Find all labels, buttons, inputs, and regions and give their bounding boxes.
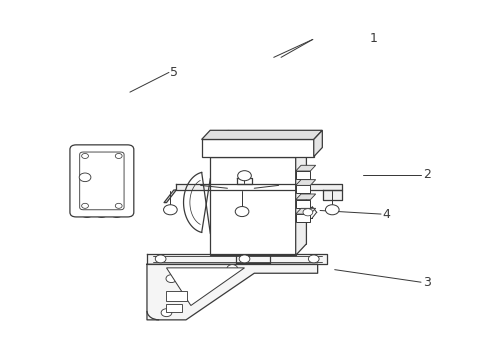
Bar xyxy=(210,157,295,255)
Circle shape xyxy=(222,131,234,140)
FancyBboxPatch shape xyxy=(80,152,124,210)
Polygon shape xyxy=(176,184,341,190)
Polygon shape xyxy=(237,178,251,184)
Circle shape xyxy=(268,144,275,149)
Circle shape xyxy=(161,309,171,317)
Circle shape xyxy=(210,145,217,150)
Circle shape xyxy=(81,153,88,158)
Text: 3: 3 xyxy=(423,276,430,289)
Text: 2: 2 xyxy=(423,168,430,181)
Polygon shape xyxy=(295,194,315,200)
Circle shape xyxy=(239,144,246,149)
Circle shape xyxy=(224,144,231,149)
Polygon shape xyxy=(147,264,317,320)
Circle shape xyxy=(155,255,165,263)
Polygon shape xyxy=(295,180,315,185)
Polygon shape xyxy=(295,165,315,171)
Circle shape xyxy=(308,255,319,263)
Polygon shape xyxy=(295,214,310,222)
Circle shape xyxy=(115,203,122,208)
Circle shape xyxy=(325,205,338,215)
Text: 4: 4 xyxy=(381,208,389,221)
Circle shape xyxy=(303,209,312,216)
Bar xyxy=(166,304,182,312)
Polygon shape xyxy=(166,268,244,306)
Polygon shape xyxy=(295,208,315,214)
Circle shape xyxy=(226,265,237,273)
Bar xyxy=(166,291,186,301)
Circle shape xyxy=(237,171,251,181)
Polygon shape xyxy=(210,145,306,157)
Polygon shape xyxy=(201,130,322,139)
Circle shape xyxy=(165,275,176,283)
Circle shape xyxy=(163,205,177,215)
Polygon shape xyxy=(295,200,310,208)
Circle shape xyxy=(115,153,122,158)
Text: 5: 5 xyxy=(169,66,178,79)
Polygon shape xyxy=(322,190,341,200)
Polygon shape xyxy=(295,185,310,193)
Polygon shape xyxy=(295,171,310,179)
FancyBboxPatch shape xyxy=(70,145,134,217)
Bar xyxy=(221,145,306,244)
Polygon shape xyxy=(163,190,176,203)
Bar xyxy=(201,139,313,157)
Circle shape xyxy=(79,173,91,181)
Circle shape xyxy=(283,145,290,150)
Circle shape xyxy=(81,203,88,208)
Polygon shape xyxy=(295,145,306,255)
Polygon shape xyxy=(147,253,327,264)
Circle shape xyxy=(235,207,248,217)
Circle shape xyxy=(239,255,249,263)
Polygon shape xyxy=(313,130,322,157)
Circle shape xyxy=(254,144,261,149)
Text: 1: 1 xyxy=(369,32,377,45)
